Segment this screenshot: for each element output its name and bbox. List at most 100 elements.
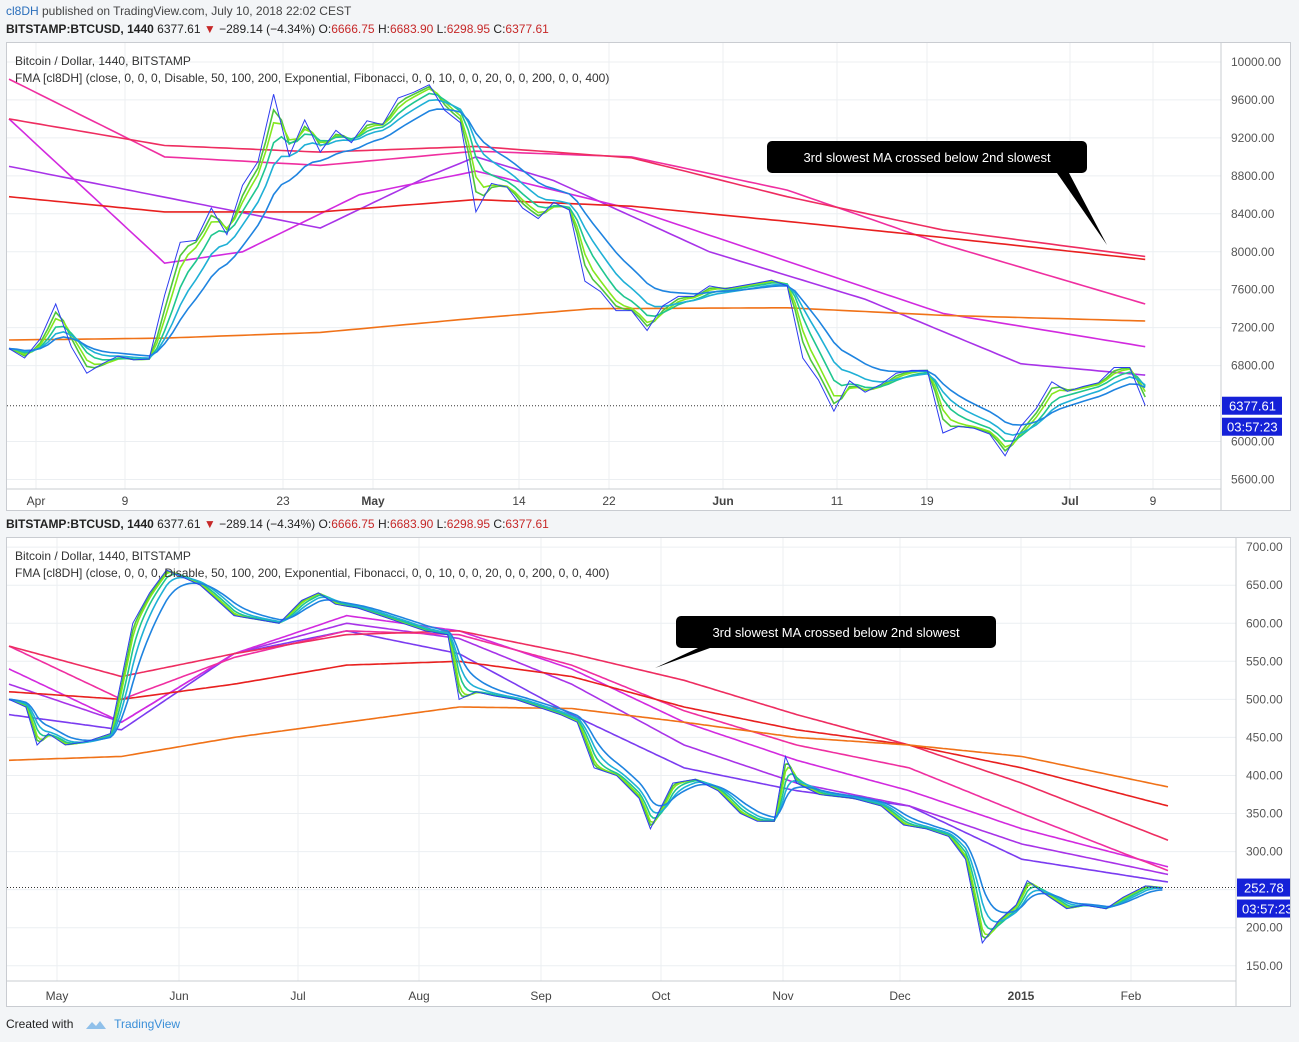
fast-ma-line — [8, 92, 1146, 442]
slow-ma-line — [8, 660, 1169, 807]
slow-ma-line — [8, 614, 1169, 868]
x-tick-label: Aug — [408, 989, 429, 1003]
y-tick-label: 7200.00 — [1231, 321, 1275, 335]
x-tick-label: 9 — [1150, 494, 1157, 508]
fast-moving-averages — [8, 570, 1163, 940]
y-tick-label: 550.00 — [1246, 654, 1283, 668]
grid — [7, 43, 1221, 489]
slow-ma-line — [8, 195, 1146, 261]
svg-text:03:57:23: 03:57:23 — [1242, 902, 1291, 917]
y-tick-label: 9200.00 — [1231, 131, 1275, 145]
open-label: O: — [318, 517, 332, 531]
x-tick-label: Jul — [290, 989, 305, 1003]
chart-title: Bitcoin / Dollar, 1440, BITSTAMP — [15, 54, 191, 68]
publish-text: published on TradingView.com, July 10, 2… — [38, 4, 352, 18]
fast-ma-line — [8, 87, 1146, 448]
y-tick-label: 500.00 — [1246, 692, 1283, 706]
slow-ma-line — [8, 706, 1169, 788]
x-tick-label: May — [361, 494, 385, 508]
x-tick-label: Sep — [530, 989, 552, 1003]
svg-text:3rd slowest MA crossed below 2: 3rd slowest MA crossed below 2nd slowest — [803, 150, 1051, 165]
countdown-tag: 03:57:23 — [1222, 417, 1282, 436]
y-tick-label: 300.00 — [1246, 845, 1283, 859]
high-label: H: — [377, 517, 390, 531]
slow-ma-line — [8, 118, 1146, 258]
x-tick-label: Apr — [27, 494, 46, 508]
symbol-label: BITSTAMP:BTCUSD, 1440 — [6, 22, 154, 36]
grid — [7, 538, 1236, 981]
x-tick-label: 19 — [920, 494, 934, 508]
x-tick-label: May — [46, 989, 69, 1003]
change-value: −289.14 (−4.34%) — [219, 22, 316, 36]
low-label: L: — [436, 22, 447, 36]
y-tick-label: 150.00 — [1246, 959, 1283, 973]
fast-ma-line — [8, 582, 1163, 914]
annotation-callout[interactable]: 3rd slowest MA crossed below 2nd slowest — [655, 616, 996, 668]
close-value: 6377.61 — [505, 22, 549, 36]
footer: Created with TradingView — [6, 1017, 180, 1031]
y-tick-label: 600.00 — [1246, 616, 1283, 630]
svg-text:252.78: 252.78 — [1244, 881, 1284, 896]
slow-moving-averages — [8, 614, 1169, 883]
y-tick-label: 10000.00 — [1231, 55, 1281, 69]
x-tick-label: 23 — [276, 494, 290, 508]
fast-ma-line — [8, 576, 1163, 923]
slow-moving-averages — [8, 78, 1146, 376]
last-price: 6377.61 — [157, 22, 201, 36]
x-tick-label: Jun — [169, 989, 188, 1003]
x-tick-label: Jul — [1061, 494, 1078, 508]
svg-text:3rd slowest MA crossed below 2: 3rd slowest MA crossed below 2nd slowest — [712, 625, 960, 640]
slow-ma-line — [8, 630, 1169, 872]
x-tick-label: 9 — [122, 494, 129, 508]
created-with-text: Created with — [6, 1017, 74, 1031]
change-value: −289.14 (−4.34%) — [219, 517, 316, 531]
y-tick-label: 6800.00 — [1231, 359, 1275, 373]
chart-svg[interactable]: 10000.00 9600.00 9200.00 8800.00 8400.00 8000… — [7, 43, 1291, 511]
y-tick-label: 450.00 — [1246, 730, 1283, 744]
y-tick-label: 400.00 — [1246, 768, 1283, 782]
annotation-callout[interactable]: 3rd slowest MA crossed below 2nd slowest — [767, 141, 1107, 245]
slow-ma-line — [8, 78, 1146, 305]
tradingview-logo-icon — [85, 1020, 106, 1029]
fast-ma-line — [8, 98, 1146, 436]
x-tick-label: Jun — [712, 494, 733, 508]
symbol-bar-bottom: BITSTAMP:BTCUSD, 1440 6377.61 ▼ −289.14 … — [6, 517, 549, 531]
fast-ma-line — [8, 85, 1146, 452]
author-link[interactable]: cl8DH — [6, 4, 39, 18]
x-tick-label: 11 — [831, 494, 844, 508]
last-price-tag: 6377.61 — [1222, 396, 1282, 415]
high-value: 6683.90 — [389, 22, 434, 36]
y-tick-label: 700.00 — [1246, 540, 1283, 554]
y-tick-label: 8800.00 — [1231, 169, 1275, 183]
slow-ma-line — [8, 630, 1169, 883]
high-label: H: — [377, 22, 390, 36]
fast-ma-line — [8, 108, 1146, 426]
chart-panel-bottom[interactable]: 700.00 650.00 600.00 550.00 500.00 450.00 400.… — [6, 537, 1291, 1007]
indicator-subtitle: FMA [cl8DH] (close, 0, 0, 0, Disable, 50… — [15, 71, 609, 85]
slow-ma-line — [8, 630, 1169, 841]
close-label: C: — [493, 22, 506, 36]
slow-ma-line — [8, 307, 1146, 341]
symbol-bar-top: BITSTAMP:BTCUSD, 1440 6377.61 ▼ −289.14 … — [6, 22, 549, 36]
svg-text:6377.61: 6377.61 — [1229, 399, 1276, 414]
price-line — [8, 84, 1146, 457]
low-value: 6298.95 — [446, 22, 491, 36]
x-tick-label: Nov — [772, 989, 793, 1003]
tradingview-link[interactable]: TradingView — [114, 1017, 181, 1031]
last-price-tag: 252.78 — [1237, 878, 1290, 897]
chart-panel-top[interactable]: 10000.00 9600.00 9200.00 8800.00 8400.00 8000… — [6, 42, 1291, 511]
close-value: 6377.61 — [505, 517, 549, 531]
chart-svg[interactable]: 700.00 650.00 600.00 550.00 500.00 450.00 400.… — [7, 538, 1291, 1007]
low-label: L: — [436, 517, 447, 531]
y-tick-label: 8000.00 — [1231, 245, 1275, 259]
x-tick-label: 14 — [512, 494, 526, 508]
x-tick-label: 2015 — [1008, 989, 1035, 1003]
high-value: 6683.90 — [389, 517, 434, 531]
y-tick-label: 6000.00 — [1231, 435, 1275, 449]
open-label: O: — [318, 22, 332, 36]
y-tick-label: 5600.00 — [1231, 473, 1275, 487]
close-label: C: — [493, 517, 506, 531]
open-value: 6666.75 — [331, 22, 375, 36]
last-price: 6377.61 — [157, 517, 201, 531]
y-tick-label: 7600.00 — [1231, 283, 1275, 297]
